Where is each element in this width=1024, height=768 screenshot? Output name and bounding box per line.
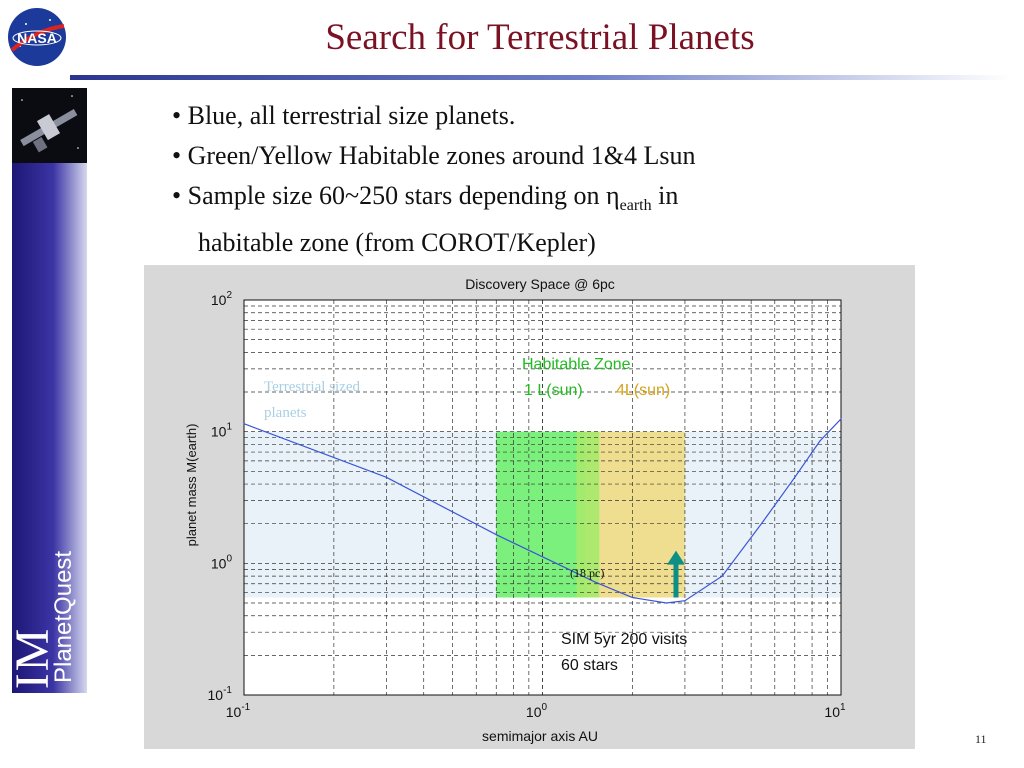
plot-area: 10-1 100 101 10-1 100 101 102 Terrestrial sized… — [208, 290, 846, 720]
y-tick-label: 101 — [211, 422, 233, 440]
eta-subscript: earth — [619, 197, 652, 215]
habitable-zone-overlap — [576, 431, 600, 598]
bullet-sample-size: • Sample size 60~250 stars depending on … — [172, 176, 892, 226]
discovery-space-chart: Discovery Space @ 6pc 10-1 100 101 10-1 100 1… — [144, 265, 915, 749]
x-tick-label: 100 — [526, 702, 548, 720]
bullet-terrestrial: • Blue, all terrestrial size planets. — [172, 101, 516, 130]
curve-point — [243, 423, 245, 425]
title-divider — [70, 75, 1010, 80]
nasa-logo: NASA — [8, 8, 66, 66]
x-tick-label: 10-1 — [226, 702, 251, 720]
grid-lines — [244, 300, 841, 695]
y-axis-label: planet mass M(earth) — [184, 424, 199, 547]
sidebar-branding: PlanetQuest — [12, 88, 87, 693]
sim-wordmark: SIM — [6, 626, 59, 718]
curve-point — [762, 520, 765, 522]
page-number: 11 — [975, 732, 987, 746]
x-tick-label: 101 — [824, 702, 846, 720]
habitable-zone-4lsun-label: 4L(sun) — [616, 382, 670, 399]
bullet-sample-size-text: • Sample size 60~250 stars depending on … — [172, 181, 620, 210]
distance-annotation: (18 pc) — [570, 566, 604, 580]
curve-point — [594, 581, 596, 583]
bullet-habitable-zones: • Green/Yellow Habitable zones around 1&… — [172, 141, 696, 170]
curve-point — [565, 567, 567, 569]
plot-frame — [243, 299, 842, 696]
y-tick-label: 102 — [211, 290, 233, 308]
chart-canvas: Discovery Space @ 6pc 10-1 100 10110-11001… — [184, 276, 846, 744]
curve-point — [840, 418, 842, 420]
bullet-sample-size-tail: in — [651, 181, 679, 210]
curve-point — [495, 534, 497, 536]
habitable-zone-1lsun-label: 1 L(sun) — [524, 382, 583, 399]
curve-point — [819, 440, 821, 442]
curve-point — [385, 476, 388, 478]
habitable-zone-title: Habitable Zone — [522, 356, 631, 373]
slide-title: Search for Terrestrial Planets — [325, 17, 755, 58]
sim-label-line2: 60 stars — [561, 657, 618, 674]
terrestrial-label-line1: Terrestrial sized — [264, 379, 360, 395]
improvement-arrow-head — [666, 550, 685, 565]
y-tick-label: 100 — [211, 553, 233, 571]
chart-title: Discovery Space @ 6pc — [465, 276, 615, 292]
curve-point — [665, 602, 667, 604]
bullet-list: • Blue, all terrestrial size planets. • … — [172, 96, 892, 260]
habitable-zone-4lsun — [586, 431, 685, 598]
spacecraft-image — [12, 88, 87, 163]
terrestrial-label-line2: planets — [264, 405, 307, 421]
x-axis-label: semimajor axis AU — [482, 728, 598, 744]
curve-point — [794, 476, 796, 478]
nasa-logo-text: NASA — [17, 30, 57, 46]
curve-point — [631, 596, 633, 599]
bullet-sample-size-continued: habitable zone (from COROT/Kepler) — [198, 228, 596, 258]
curve-point — [721, 575, 723, 577]
y-tick-label: 10-1 — [208, 685, 233, 703]
curve-point — [684, 600, 686, 602]
sim-label-line1: SIM 5yr 200 visits — [561, 631, 687, 648]
